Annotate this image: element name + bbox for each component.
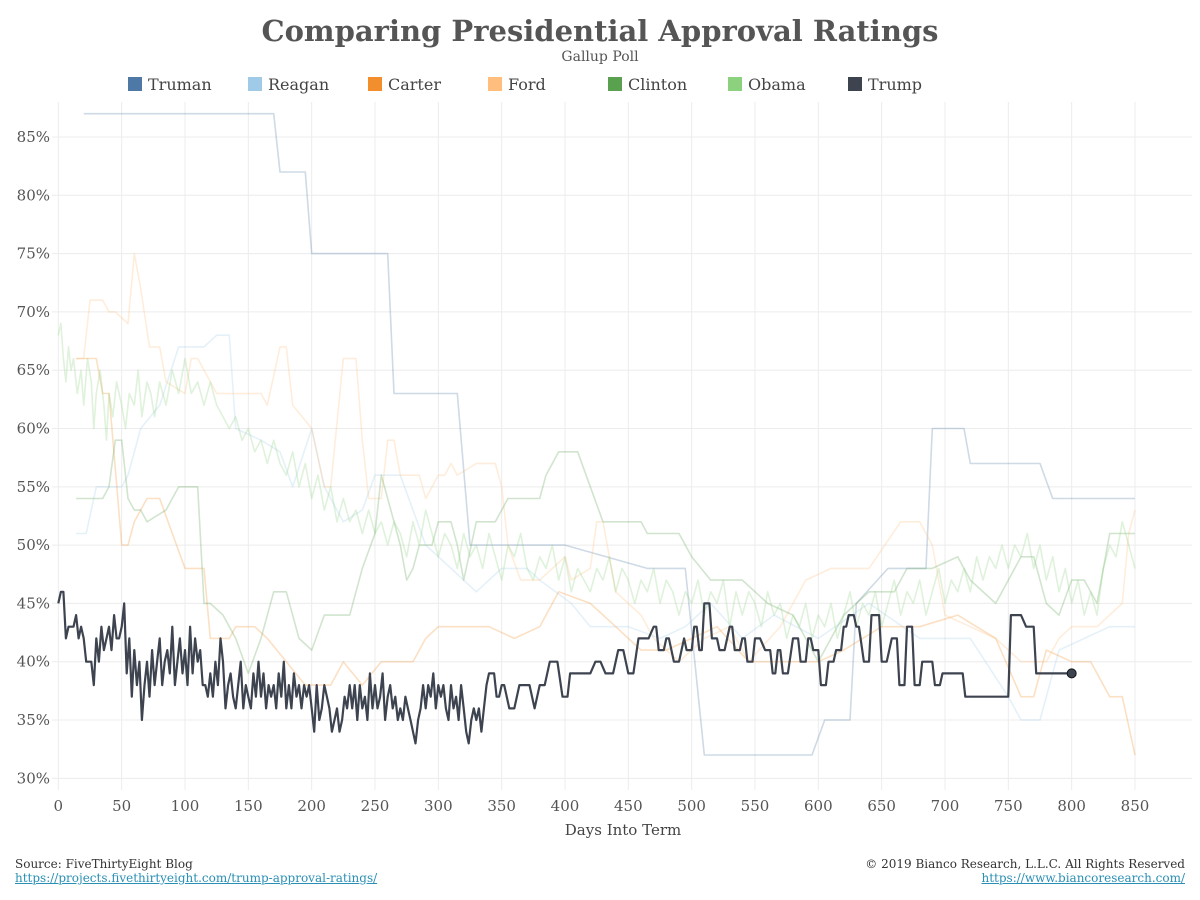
legend-item-trump: Trump — [848, 74, 922, 94]
website-link[interactable]: https://www.biancoresearch.com/ — [981, 871, 1185, 885]
legend-item-clinton: Clinton — [608, 74, 687, 94]
y-tick-label: 70% — [17, 303, 50, 321]
series-line-trump — [57, 590, 1072, 745]
copyright-text: © 2019 Bianco Research, L.L.C. All Right… — [865, 857, 1185, 871]
y-tick-label: 60% — [17, 420, 50, 438]
chart-title: Comparing Presidential Approval Ratings — [261, 14, 939, 48]
series-line-ford — [76, 252, 1136, 663]
x-tick-label: 650 — [867, 797, 896, 815]
legend-swatch — [608, 77, 622, 91]
y-tick-label: 75% — [17, 245, 50, 263]
axes: 30% 35% 40% 45% 50% 55% 60% 65% 70% 75% 80% 85% 0 50 1… — [17, 128, 1150, 815]
x-tick-label: 350 — [487, 797, 516, 815]
x-tick-label: 500 — [677, 797, 706, 815]
y-tick-label: 30% — [17, 769, 50, 787]
series-line-obama — [57, 322, 1136, 640]
y-tick-label: 40% — [17, 653, 50, 671]
source-label: Source: FiveThirtyEight Blog — [15, 857, 193, 871]
series-line-reagan — [76, 334, 1135, 721]
series-line-clinton — [76, 439, 1135, 675]
series-end-point-trump — [1066, 668, 1077, 679]
x-tick-label: 800 — [1057, 797, 1086, 815]
copyright-note: © 2019 Bianco Research, L.L.C. All Right… — [865, 857, 1185, 885]
legend-label: Truman — [148, 74, 212, 94]
source-note: Source: FiveThirtyEight Blog https://pro… — [15, 857, 377, 885]
legend-swatch — [128, 77, 142, 91]
legend-item-ford: Ford — [488, 74, 546, 94]
legend-label: Trump — [868, 74, 923, 94]
line-chart: 30% 35% 40% 45% 50% 55% 60% 65% 70% 75% 80% 85% 0 50 1… — [17, 102, 1192, 839]
x-tick-label: 700 — [931, 797, 960, 815]
legend-label: Obama — [748, 74, 806, 94]
x-tick-label: 850 — [1121, 797, 1150, 815]
y-tick-label: 80% — [17, 186, 50, 204]
legend-label: Carter — [388, 74, 441, 94]
y-tick-label: 65% — [17, 361, 50, 379]
chart-subtitle: Gallup Poll — [561, 49, 639, 65]
x-tick-label: 50 — [112, 797, 131, 815]
legend-item-reagan: Reagan — [248, 74, 329, 94]
x-tick-label: 600 — [804, 797, 833, 815]
legend-swatch — [848, 77, 862, 91]
legend-item-obama: Obama — [728, 74, 806, 94]
x-axis-label: Days Into Term — [565, 821, 681, 839]
legend-swatch — [728, 77, 742, 91]
y-tick-label: 45% — [17, 594, 50, 612]
x-tick-label: 150 — [234, 797, 263, 815]
x-tick-label: 250 — [361, 797, 390, 815]
y-tick-label: 35% — [17, 711, 50, 729]
source-link[interactable]: https://projects.fivethirtyeight.com/tru… — [15, 871, 378, 885]
legend-label: Reagan — [268, 74, 330, 94]
x-tick-label: 750 — [994, 797, 1023, 815]
legend-swatch — [248, 77, 262, 91]
x-tick-label: 300 — [424, 797, 453, 815]
grid — [52, 102, 1192, 790]
legend-item-truman: Truman — [128, 74, 212, 94]
x-tick-label: 550 — [741, 797, 770, 815]
legend-label: Clinton — [628, 74, 688, 94]
y-tick-label: 85% — [17, 128, 50, 146]
series-line-carter — [76, 357, 1136, 756]
series-line-truman — [83, 112, 1135, 756]
series-lines — [57, 112, 1136, 756]
legend-swatch — [368, 77, 382, 91]
x-tick-label: 100 — [171, 797, 200, 815]
x-tick-label: 400 — [551, 797, 580, 815]
x-tick-label: 200 — [297, 797, 326, 815]
y-tick-label: 55% — [17, 478, 50, 496]
legend-item-carter: Carter — [368, 74, 441, 94]
legend-swatch — [488, 77, 502, 91]
x-tick-label: 450 — [614, 797, 643, 815]
chart-legend: Truman Reagan Carter Ford Clinton Obama Trump — [0, 74, 1200, 96]
y-tick-label: 50% — [17, 536, 50, 554]
x-tick-label: 0 — [54, 797, 64, 815]
legend-label: Ford — [508, 74, 546, 94]
